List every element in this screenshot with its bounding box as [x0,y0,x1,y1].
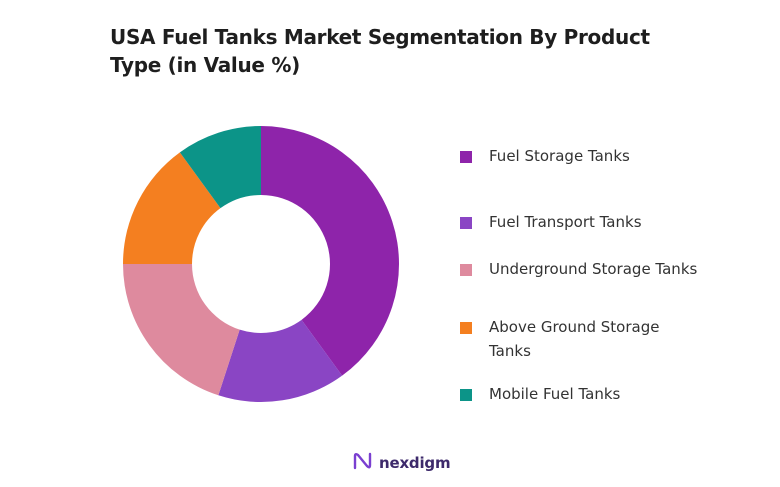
brand-footer: nexdigm [352,451,451,475]
donut-slice-fuel-transport-tanks [218,319,343,402]
legend-item-above-ground-storage-tanks: Above Ground Storage Tanks [460,318,760,363]
legend-label: Fuel Storage Tanks [489,147,630,165]
legend-label: Mobile Fuel Tanks [489,385,621,403]
legend-swatch [460,264,472,276]
donut-slice-mobile-fuel-tanks [179,126,261,209]
legend-label: Fuel Transport Tanks [489,213,642,231]
legend-item-mobile-fuel-tanks: Mobile Fuel Tanks [460,385,760,406]
legend-swatch [460,389,472,401]
legend-swatch [460,322,472,334]
donut-slice-above-ground-storage-tanks [123,152,221,264]
legend-item-fuel-storage-tanks: Fuel Storage Tanks [460,147,760,168]
legend-item-underground-storage-tanks: Underground Storage Tanks [460,260,760,281]
legend-item-fuel-transport-tanks: Fuel Transport Tanks [460,213,760,234]
legend-label: Above Ground Storage Tanks [489,318,660,360]
donut-slice-fuel-storage-tanks [261,126,400,376]
legend-label: Underground Storage Tanks [489,260,698,278]
donut-slice-underground-storage-tanks [123,264,240,396]
legend-swatch [460,217,472,229]
brand-name: nexdigm [379,454,451,472]
legend-swatch [460,151,472,163]
chart-title: USA Fuel Tanks Market Segmentation By Pr… [110,25,650,77]
nexdigm-logo-icon [352,451,374,475]
